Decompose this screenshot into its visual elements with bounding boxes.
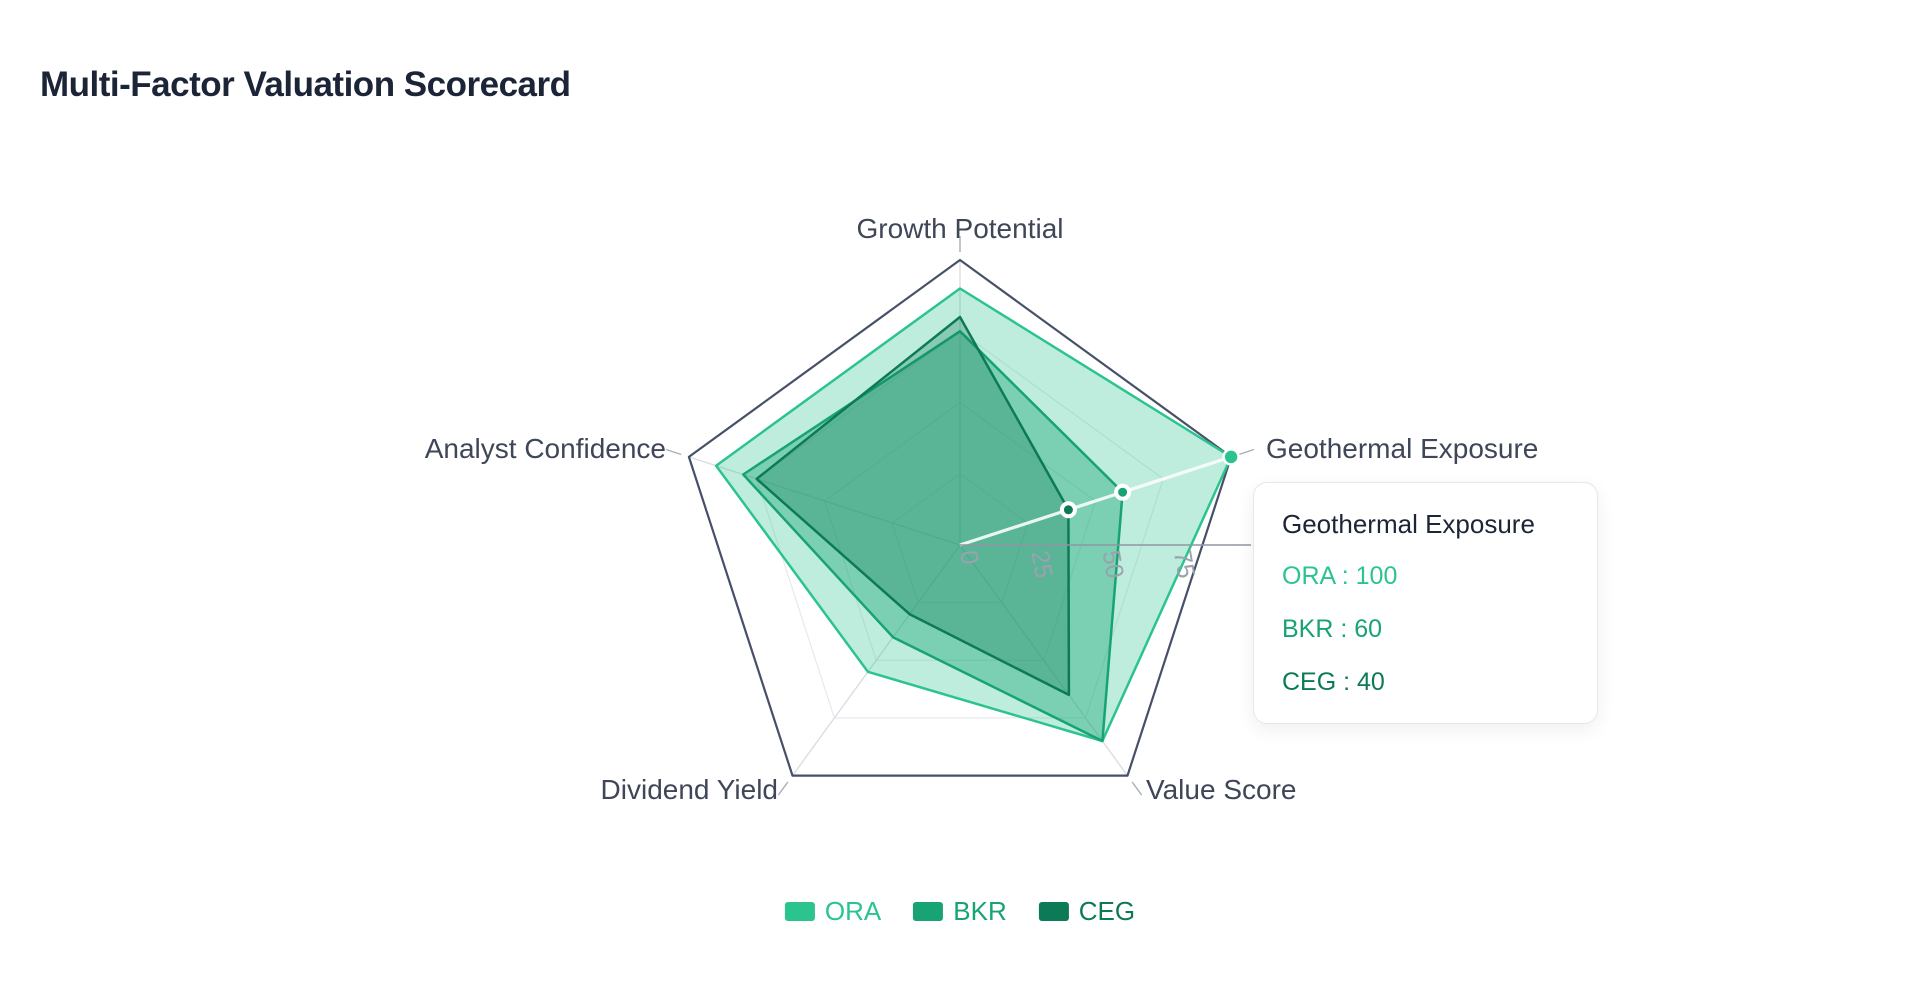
tooltip-title: Geothermal Exposure xyxy=(1282,509,1535,539)
legend-item-BKR[interactable]: BKR xyxy=(913,896,1007,927)
legend-swatch xyxy=(784,902,815,921)
tooltip: Geothermal Exposure ORA : 100 BKR : 60 CEG… xyxy=(1253,482,1598,724)
legend-label: BKR xyxy=(953,896,1007,926)
axis-name-tick xyxy=(1238,448,1255,456)
tooltip-row: BKR : 60 xyxy=(1282,615,1383,643)
axis-spoke xyxy=(959,544,1129,776)
tick-label: 50 xyxy=(1097,548,1129,580)
highlight-dot-BKR[interactable] xyxy=(1114,483,1132,501)
grid-ring xyxy=(755,330,1165,719)
highlight-dot-CEG[interactable] xyxy=(1059,501,1077,519)
page-title: Multi-Factor Valuation Scorecard xyxy=(40,65,571,105)
axis-spoke xyxy=(791,544,961,776)
axis-name-tick xyxy=(665,448,682,456)
series-polygon-BKR[interactable] xyxy=(741,330,1124,743)
tick-label: 25 xyxy=(1025,548,1057,580)
legend-swatch xyxy=(1038,902,1069,921)
tick-label: 0 xyxy=(954,548,984,567)
legend-label: CEG xyxy=(1078,896,1136,926)
series-polygon-ORA[interactable] xyxy=(714,287,1233,743)
highlighted-axis-line xyxy=(959,455,1232,547)
axis-name-tick xyxy=(777,781,789,796)
axis-label: Value Score xyxy=(1146,774,1296,805)
grid-ring xyxy=(891,473,1029,604)
tooltip-row: ORA : 100 xyxy=(1282,562,1398,590)
legend-label: ORA xyxy=(824,896,882,926)
axis-label: Dividend Yield xyxy=(601,774,778,805)
legend-item-ORA[interactable]: ORA xyxy=(784,896,882,927)
highlight-dot-ORA[interactable] xyxy=(1222,448,1240,466)
axis-spoke xyxy=(688,456,961,546)
axis-label: Growth Potential xyxy=(857,213,1064,244)
axis-name-tick xyxy=(1131,781,1143,796)
grid-ring xyxy=(823,401,1097,661)
legend-swatch xyxy=(913,902,944,921)
series-polygon-CEG[interactable] xyxy=(755,315,1071,697)
radar-outline xyxy=(687,258,1233,777)
legend: ORA BKR CEG xyxy=(784,896,1136,927)
axis-label: Analyst Confidence xyxy=(425,433,666,464)
tooltip-row: CEG : 40 xyxy=(1282,668,1385,696)
legend-item-CEG[interactable]: CEG xyxy=(1038,896,1136,927)
axis-label: Geothermal Exposure xyxy=(1266,433,1538,464)
tick-label: 75 xyxy=(1168,548,1200,580)
